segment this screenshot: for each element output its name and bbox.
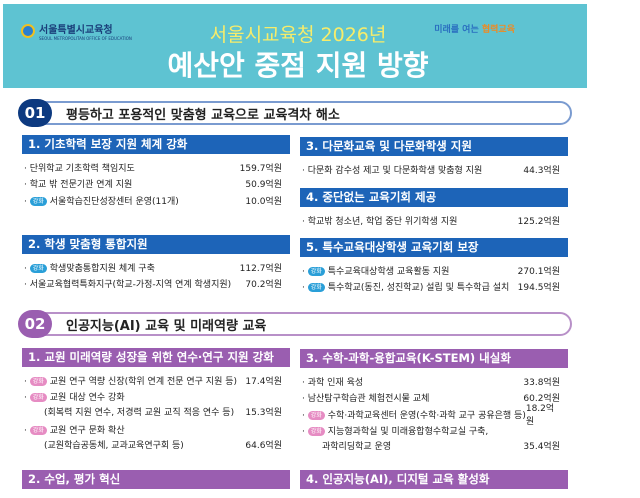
item-label: 학교밖 청소년, 학업 중단 위기학생 지원: [307, 216, 458, 227]
section-heading-02: 02 인공지능(AI) 교육 및 미래역량 교육: [18, 310, 572, 338]
list-item: · 단위학교 기초학력 책임지도 159.7억원: [22, 159, 290, 176]
budget-box: 3. 다문화교육 및 다문화학생 지원 · 다문화 감수성 제고 및 다문화학생 …: [300, 137, 568, 178]
org-name: 서울특별시교육청: [39, 25, 113, 36]
item-label: (회복력 지원 연수, 저경력 교원 교직 적응 연수 등): [44, 408, 235, 418]
item-label: 수학·과학교육센터 운영(수학·과학 교구 공유은행 등): [327, 410, 526, 421]
section-heading-01: 01 평등하고 포용적인 맞춤형 교육으로 교육격차 해소: [18, 99, 572, 127]
item-amount: 15.3억원: [245, 408, 282, 418]
item-label: 단위학교 기초학력 책임지도: [29, 163, 135, 174]
box-title: 4. 인공지능(AI), 디지털 교육 활성화: [300, 470, 568, 489]
item-label: 학생맞춤통합지원 체계 구축: [49, 263, 155, 274]
list-item: · 남산탐구학습관 체험전시물 교체 60.2억원: [300, 390, 568, 407]
item-amount: 33.8억원: [523, 377, 560, 388]
list-item: · 강화 특수학교(동진, 성진학교) 설립 및 특수학급 설치 194.5억원: [300, 279, 568, 296]
slogan-b: 협력교육: [481, 25, 515, 35]
list-item: · 다문화 감수성 제고 및 다문화학생 맞춤형 지원 44.3억원: [300, 161, 568, 178]
item-amount: 194.5억원: [517, 283, 560, 294]
item-label: 특수교육대상학생 교육활동 지원: [327, 266, 450, 277]
item-amount: 18.2억원: [525, 404, 555, 428]
reinforce-badge: 강화: [307, 283, 325, 293]
list-item: · 강화 수학·과학교육센터 운영(수학·과학 교구 공유은행 등) 18.2억원: [300, 404, 568, 427]
list-item: · 서울교육협력특화지구(학교-가정-지역 연계 학생지원) 70.2억원: [22, 276, 290, 293]
list-item: · 강화 특수교육대상학생 교육활동 지원 270.1억원: [300, 262, 568, 279]
item-amount: 112.7억원: [239, 263, 282, 274]
reinforce-badge: 강화: [29, 376, 47, 386]
slogan: 미래를 여는 협력교육: [434, 22, 515, 35]
reinforce-badge: 강화: [29, 196, 47, 206]
item-amount: 17.4억원: [245, 376, 282, 387]
budget-box: 2. 수업, 평가 혁신: [22, 470, 290, 494]
item-label: 교원 연구 문화 확산: [49, 426, 125, 437]
org-name-en: SEOUL METROPOLITAN OFFICE OF EDUCATION: [39, 36, 132, 41]
item-label: 특수학교(동진, 성진학교) 설립 및 특수학급 설치: [327, 283, 510, 294]
reinforce-badge: 강화: [29, 263, 47, 273]
list-item-cont: 과학리딩학교 운영 35.4억원: [300, 439, 568, 456]
box-title: 1. 기초학력 보장 지원 체계 강화: [22, 135, 290, 154]
list-item: · 강화 교원 대상 연수 강화: [24, 393, 125, 404]
item-label: 남산탐구학습관 체험전시물 교체: [307, 394, 430, 405]
box-title: 2. 수업, 평가 혁신: [22, 470, 290, 489]
list-item: · 강화 지능형과학실 및 미래융합형수학교실 구축,: [302, 427, 489, 438]
item-amount: 159.7억원: [239, 163, 282, 174]
page-title: 예산안 중점 지원 방향: [167, 49, 429, 82]
item-amount: 70.2억원: [245, 280, 282, 291]
section-title: 인공지능(AI) 교육 및 미래역량 교육: [66, 318, 267, 334]
box-title: 1. 교원 미래역량 성장을 위한 연수·연구 지원 강화: [22, 348, 290, 367]
item-label: 학교 밖 전문기관 연계 지원: [29, 180, 133, 191]
item-label: 교원 연구 역량 신장(학위 연계 전문 연구 지원 등): [49, 376, 238, 387]
title-line1: 서울시교육청 2026년: [209, 24, 387, 46]
item-amount: 10.0억원: [245, 196, 282, 207]
header-banner: 서울특별시교육청 SEOUL METROPOLITAN OFFICE OF EDU…: [3, 4, 587, 88]
org-logo: 서울특별시교육청 SEOUL METROPOLITAN OFFICE OF EDU…: [21, 21, 132, 41]
item-label: (교원학습공동체, 교과교육연구회 등): [44, 441, 184, 451]
item-amount: 64.6억원: [245, 441, 282, 451]
budget-box: 4. 중단없는 교육기회 제공 · 학교밖 청소년, 학업 중단 위기학생 지원 1…: [300, 188, 568, 229]
list-item: · 강화 서울학습진단성장센터 운영(11개) 10.0억원: [22, 192, 290, 209]
logo-icon: [21, 24, 35, 38]
box-title: 4. 중단없는 교육기회 제공: [300, 188, 568, 207]
budget-box: 3. 수학-과학-융합교육(K-STEM) 내실화 · 과학 인재 육성 33.8억…: [300, 349, 568, 456]
list-item: · 강화 교원 연구 문화 확산: [24, 426, 125, 437]
list-item: · 학교 밖 전문기관 연계 지원 50.9억원: [22, 176, 290, 193]
list-item-cont: (회복력 지원 연수, 저경력 교원 교직 적응 연수 등) 15.3억원: [22, 405, 290, 422]
section-title: 평등하고 포용적인 맞춤형 교육으로 교육격차 해소: [66, 107, 340, 123]
section-number: 02: [18, 310, 52, 338]
budget-box: 5. 특수교육대상학생 교육기회 보장 · 강화 특수교육대상학생 교육활동 지원 2…: [300, 238, 568, 295]
item-amount: 125.2억원: [517, 216, 560, 227]
reinforce-badge: 강화: [29, 393, 47, 403]
section-number: 01: [18, 99, 52, 127]
budget-box: 2. 학생 맞춤형 통합지원 · 강화 학생맞춤통합지원 체계 구축 112.7억원 ·…: [22, 235, 290, 292]
item-label: 교원 대상 연수 강화: [49, 393, 125, 404]
box-title: 3. 다문화교육 및 다문화학생 지원: [300, 137, 568, 156]
slogan-a: 미래를 여는: [434, 25, 482, 35]
list-item: · 강화 학생맞춤통합지원 체계 구축 112.7억원: [22, 259, 290, 276]
item-amount: 270.1억원: [517, 266, 560, 277]
list-item: · 과학 인재 육성 33.8억원: [300, 373, 568, 390]
reinforce-badge: 강화: [307, 427, 325, 437]
box-title: 2. 학생 맞춤형 통합지원: [22, 235, 290, 254]
item-amount: 60.2억원: [523, 394, 560, 405]
item-label: 과학리딩학교 운영: [322, 442, 392, 452]
list-item-cont: (교원학습공동체, 교과교육연구회 등) 64.6억원: [22, 438, 290, 455]
item-label: 과학 인재 육성: [307, 377, 364, 388]
list-item: · 강화 교원 연구 역량 신장(학위 연계 전문 연구 지원 등) 17.4억원: [22, 372, 290, 389]
box-title: 3. 수학-과학-융합교육(K-STEM) 내실화: [300, 349, 568, 368]
item-amount: 35.4억원: [523, 442, 560, 452]
item-amount: 50.9억원: [245, 180, 282, 191]
reinforce-badge: 강화: [29, 426, 47, 436]
budget-box: 1. 교원 미래역량 성장을 위한 연수·연구 지원 강화 · 강화 교원 연구 역…: [22, 348, 290, 455]
list-item: · 학교밖 청소년, 학업 중단 위기학생 지원 125.2억원: [300, 212, 568, 229]
item-label: 서울교육협력특화지구(학교-가정-지역 연계 학생지원): [29, 280, 232, 291]
budget-box: 4. 인공지능(AI), 디지털 교육 활성화: [300, 470, 568, 494]
reinforce-badge: 강화: [307, 410, 325, 420]
item-label: 다문화 감수성 제고 및 다문화학생 맞춤형 지원: [307, 165, 483, 176]
box-title: 5. 특수교육대상학생 교육기회 보장: [300, 238, 568, 257]
item-label: 서울학습진단성장센터 운영(11개): [49, 196, 179, 207]
budget-box: 1. 기초학력 보장 지원 체계 강화 · 단위학교 기초학력 책임지도 159.7…: [22, 135, 290, 209]
reinforce-badge: 강화: [307, 266, 325, 276]
item-amount: 44.3억원: [523, 165, 560, 176]
item-label: 지능형과학실 및 미래융합형수학교실 구축,: [327, 427, 489, 438]
